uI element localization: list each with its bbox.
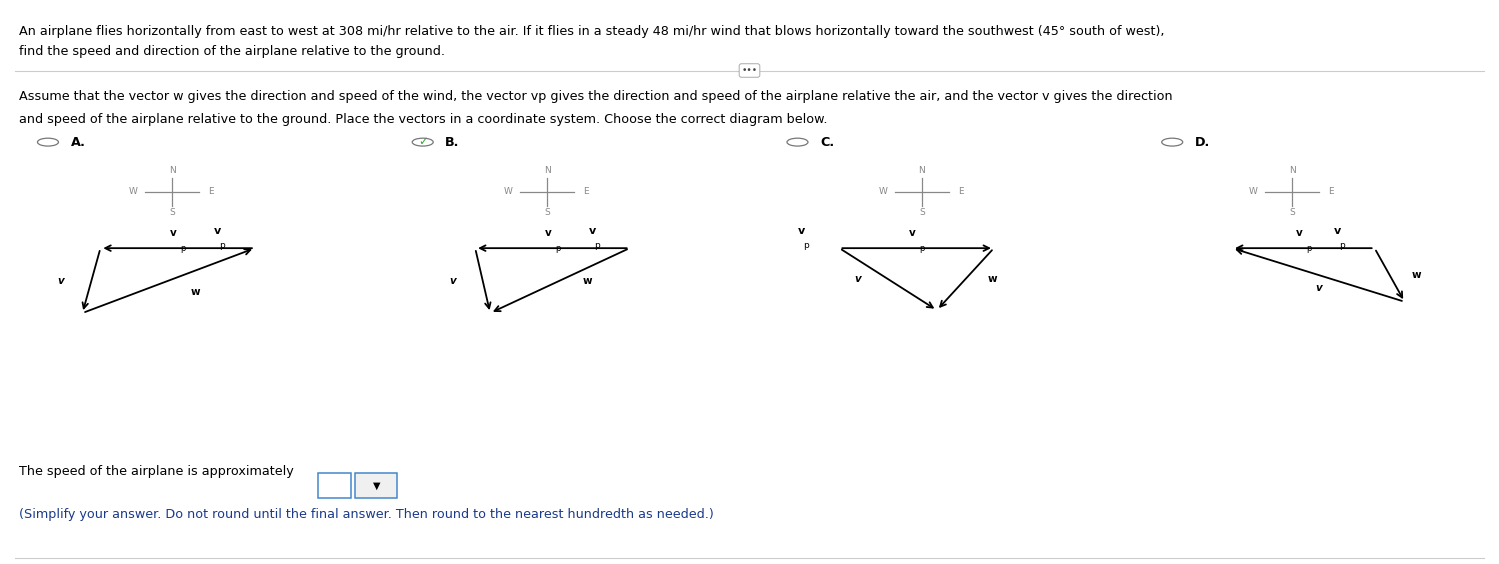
Text: p: p — [919, 244, 925, 253]
Text: •••: ••• — [742, 66, 757, 75]
Text: ▼: ▼ — [372, 481, 381, 490]
Text: $\mathbf{v}$: $\mathbf{v}$ — [213, 226, 222, 236]
Text: $\mathbf{v}$: $\mathbf{v}$ — [797, 226, 806, 236]
Text: $\mathbf{v}$: $\mathbf{v}$ — [1333, 226, 1342, 236]
Text: An airplane flies horizontally from east to west at 308 mi/hr relative to the ai: An airplane flies horizontally from east… — [19, 25, 1165, 38]
Text: Assume that the vector ​w​ gives the direction and speed of the wind, the vector: Assume that the vector ​w​ gives the dir… — [19, 90, 1174, 103]
Text: and speed of the airplane relative to the ground. Place the vectors in a coordin: and speed of the airplane relative to th… — [19, 113, 827, 126]
Text: p: p — [594, 241, 600, 250]
Text: find the speed and direction of the airplane relative to the ground.: find the speed and direction of the airp… — [19, 45, 445, 58]
Text: (Simplify your answer. Do not round until the final answer. Then round to the ne: (Simplify your answer. Do not round unti… — [19, 508, 714, 521]
Text: w: w — [988, 274, 997, 284]
Text: N: N — [169, 166, 175, 175]
Text: w: w — [582, 276, 592, 285]
Text: B.: B. — [445, 135, 460, 149]
Text: N: N — [919, 166, 925, 175]
Text: N: N — [1289, 166, 1295, 175]
Text: A.: A. — [70, 135, 85, 149]
Text: $\mathbf{v}$: $\mathbf{v}$ — [169, 228, 178, 238]
Text: p: p — [180, 244, 186, 253]
Text: S: S — [919, 208, 925, 217]
Text: N: N — [544, 166, 550, 175]
Text: E: E — [208, 187, 214, 196]
Text: D.: D. — [1195, 135, 1210, 149]
Text: S: S — [544, 208, 550, 217]
Text: $\mathbf{v}$: $\mathbf{v}$ — [588, 226, 597, 236]
Text: C.: C. — [820, 135, 833, 149]
Text: W: W — [129, 187, 138, 196]
Text: ✓: ✓ — [418, 135, 427, 148]
Text: E: E — [583, 187, 589, 196]
Text: v: v — [57, 276, 64, 285]
Text: S: S — [1289, 208, 1295, 217]
Text: v: v — [854, 274, 860, 284]
Text: p: p — [803, 241, 809, 250]
Text: E: E — [958, 187, 964, 196]
Text: $\mathbf{v}$: $\mathbf{v}$ — [1295, 228, 1303, 238]
Text: W: W — [1249, 187, 1258, 196]
Text: p: p — [1306, 244, 1312, 253]
Text: v: v — [1315, 283, 1322, 293]
Text: S: S — [169, 208, 175, 217]
Bar — [318, 473, 351, 498]
Text: p: p — [219, 241, 225, 250]
Text: w: w — [1412, 270, 1421, 280]
Text: p: p — [555, 244, 561, 253]
Text: $\mathbf{v}$: $\mathbf{v}$ — [544, 228, 552, 238]
Text: The speed of the airplane is approximately: The speed of the airplane is approximate… — [19, 465, 294, 478]
Text: E: E — [1328, 187, 1334, 196]
Bar — [355, 473, 397, 498]
Text: w: w — [192, 287, 201, 297]
Text: W: W — [504, 187, 513, 196]
Text: p: p — [1339, 241, 1345, 250]
Text: W: W — [878, 187, 887, 196]
Text: v: v — [448, 276, 456, 285]
Text: $\mathbf{v}$: $\mathbf{v}$ — [908, 228, 916, 238]
